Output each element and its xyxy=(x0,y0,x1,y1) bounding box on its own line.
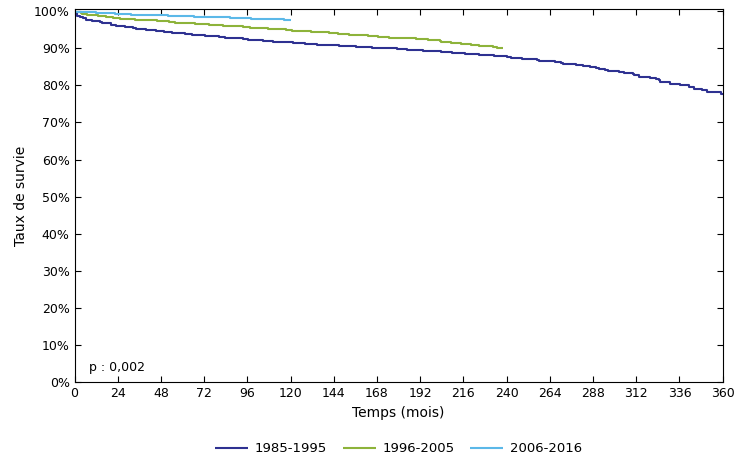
2006-2016 xyxy=(267,16,276,22)
Text: p : 0,002: p : 0,002 xyxy=(89,361,145,374)
2006-2016 xyxy=(286,17,295,22)
2006-2016 xyxy=(209,14,218,20)
2006-2016 xyxy=(177,13,186,19)
2006-2016 xyxy=(177,13,186,19)
2006-2016 xyxy=(86,9,95,15)
2006-2016 xyxy=(72,8,81,14)
2006-2016 xyxy=(92,9,101,15)
1996-2005 xyxy=(446,40,455,46)
2006-2016 xyxy=(279,16,288,22)
2006-2016 xyxy=(226,15,235,21)
2006-2016 xyxy=(189,14,198,20)
1996-2005 xyxy=(475,42,484,48)
1985-1995 xyxy=(376,45,385,51)
2006-2016 xyxy=(247,15,256,21)
Legend: 1985-1995, 1996-2005, 2006-2016: 1985-1995, 1996-2005, 2006-2016 xyxy=(210,437,587,461)
1996-2005 xyxy=(208,22,217,27)
2006-2016 xyxy=(92,10,101,15)
2006-2016 xyxy=(86,9,95,15)
2006-2016 xyxy=(72,9,81,14)
Y-axis label: Taux de survie: Taux de survie xyxy=(14,145,28,246)
1985-1995 xyxy=(357,44,366,50)
2006-2016 xyxy=(137,12,146,18)
2006-2016 xyxy=(235,15,244,21)
1996-2005 xyxy=(72,8,81,14)
2006-2016 xyxy=(216,14,225,20)
1985-1995 xyxy=(107,21,115,26)
2006-2016 xyxy=(189,14,198,19)
2006-2016 xyxy=(153,13,162,18)
2006-2016 xyxy=(80,9,89,14)
2006-2016 xyxy=(103,10,112,16)
2006-2016 xyxy=(256,16,265,22)
2006-2016 xyxy=(137,12,146,17)
2006-2016 xyxy=(235,15,244,21)
2006-2016 xyxy=(164,13,173,19)
2006-2016 xyxy=(279,17,288,22)
2006-2016 xyxy=(184,14,193,19)
Line: 1985-1995: 1985-1995 xyxy=(77,11,723,94)
2006-2016 xyxy=(184,13,193,19)
2006-2016 xyxy=(103,11,112,16)
2006-2016 xyxy=(124,11,133,17)
1985-1995 xyxy=(437,49,446,55)
2006-2016 xyxy=(164,13,173,18)
1985-1995 xyxy=(717,91,726,96)
2006-2016 xyxy=(100,10,109,15)
2006-2016 xyxy=(226,15,235,21)
2006-2016 xyxy=(100,10,109,16)
2006-2016 xyxy=(74,9,83,14)
1985-1995 xyxy=(285,40,294,45)
2006-2016 xyxy=(126,11,135,17)
2006-2016 xyxy=(124,11,133,17)
2006-2016 xyxy=(247,16,256,21)
2006-2016 xyxy=(111,11,120,17)
1996-2005 xyxy=(492,45,501,51)
2006-2016 xyxy=(267,16,276,22)
Line: 1996-2005: 1996-2005 xyxy=(77,11,503,48)
2006-2016 xyxy=(80,9,89,15)
2006-2016 xyxy=(153,12,162,18)
1996-2005 xyxy=(183,20,191,26)
X-axis label: Temps (mois): Temps (mois) xyxy=(352,405,445,419)
2006-2016 xyxy=(126,12,135,17)
Line: 2006-2016: 2006-2016 xyxy=(77,11,291,20)
2006-2016 xyxy=(256,16,265,21)
1996-2005 xyxy=(226,24,235,29)
1985-1995 xyxy=(690,84,699,89)
1985-1995 xyxy=(718,91,727,96)
1996-2005 xyxy=(498,45,507,51)
2006-2016 xyxy=(111,11,120,16)
1985-1995 xyxy=(73,8,82,14)
2006-2016 xyxy=(216,15,225,21)
1996-2005 xyxy=(424,38,433,43)
2006-2016 xyxy=(92,10,101,15)
2006-2016 xyxy=(209,14,218,20)
